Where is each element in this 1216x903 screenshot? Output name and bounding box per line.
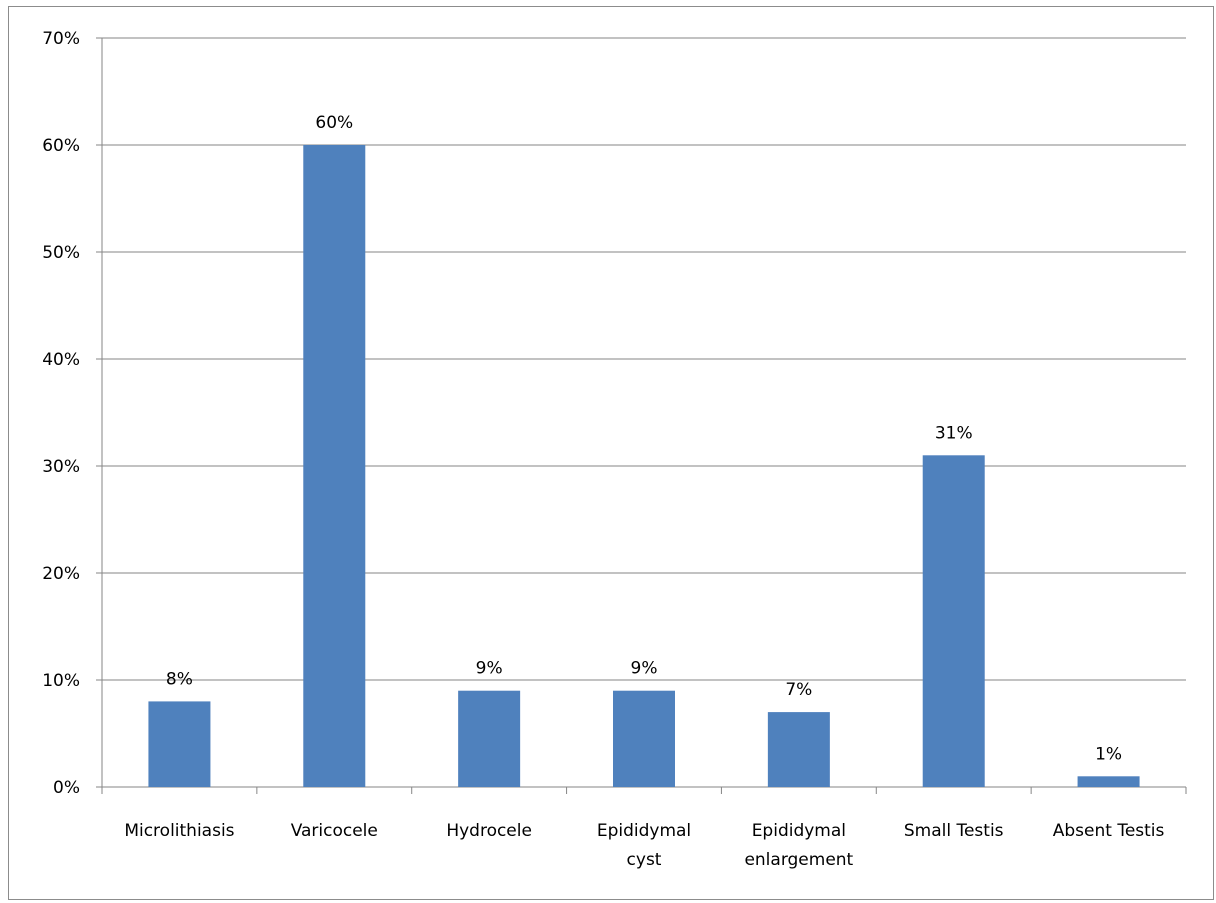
x-axis-category-labels: Microlithiasis Varicocele Hydrocele Epididy… [124,821,1164,870]
bar [458,690,521,787]
y-tick-label: 60% [42,136,80,156]
data-label: 1% [1095,744,1122,764]
x-tick-label: cyst [627,850,662,870]
bar [767,712,830,787]
y-tick-label: 50% [42,243,80,263]
y-tick-label: 0% [53,778,80,798]
x-tick-label: Varicocele [291,821,378,841]
x-tick-label: Hydrocele [446,821,532,841]
gridlines [102,37,1186,681]
x-tick-label: Microlithiasis [124,821,234,841]
y-tick-label: 10% [42,671,80,691]
y-tick-label: 30% [42,457,80,477]
y-tick-label: 70% [42,29,80,49]
data-label: 31% [935,423,973,443]
y-axis-tick-labels: 0% 10% 20% 30% 40% 50% 60% 70% [42,29,80,798]
y-tick-label: 40% [42,350,80,370]
data-label: 9% [631,659,658,679]
axes [96,37,1187,794]
x-tick-label: Epididymal [752,821,846,841]
x-tick-label: enlargement [744,850,853,870]
data-labels: 8% 60% 9% 9% 7% 31% 1% [166,113,1122,764]
bar [303,145,366,787]
data-label: 8% [166,669,193,689]
data-label: 9% [476,659,503,679]
x-tick-label: Absent Testis [1053,821,1165,841]
data-label: 7% [785,680,812,700]
x-tick-label: Epididymal [597,821,691,841]
bars [148,145,1140,787]
data-label: 60% [315,113,353,133]
x-tick-label: Small Testis [904,821,1004,841]
y-tick-label: 20% [42,564,80,584]
bar [613,690,675,787]
bar [922,455,985,787]
bar [148,701,211,787]
bar [1077,776,1140,787]
